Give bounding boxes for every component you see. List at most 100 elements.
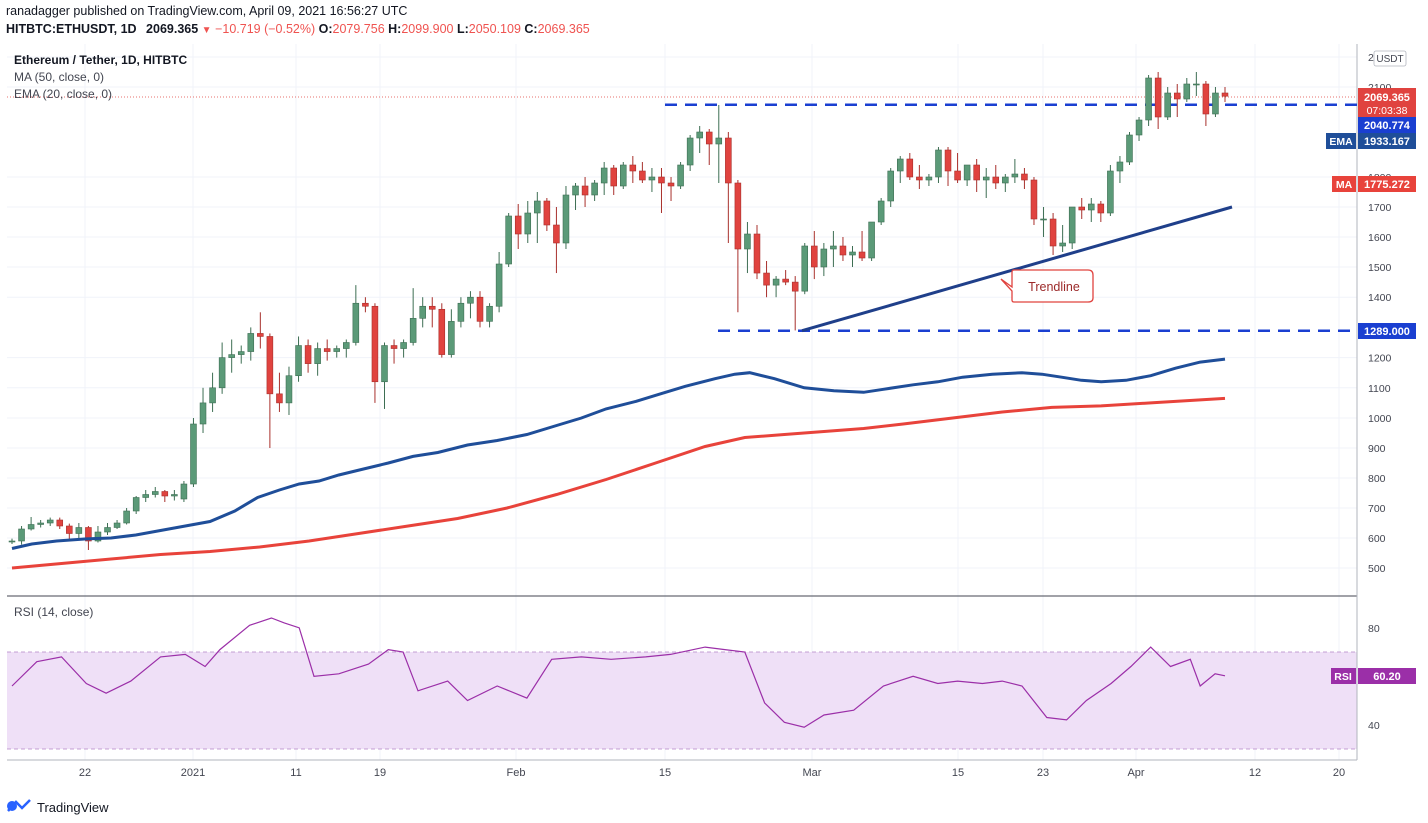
candle	[858, 231, 866, 261]
ema-20-line	[11, 357, 1226, 550]
candle-body	[495, 263, 503, 307]
footer-brand[interactable]: TradingView	[6, 800, 109, 815]
candle	[973, 159, 980, 192]
candle-body	[1193, 83, 1200, 86]
candlestick-series	[8, 72, 1229, 550]
candle	[486, 303, 493, 328]
candle-body	[152, 491, 159, 495]
candle-body	[801, 245, 809, 292]
candle-body	[849, 251, 856, 256]
candle-body	[46, 519, 54, 524]
candle-body	[973, 164, 980, 181]
candle-body	[66, 525, 73, 534]
candle-body	[209, 387, 216, 404]
candle-body	[906, 158, 914, 178]
candle	[104, 523, 111, 535]
candle	[18, 526, 25, 545]
candle-body	[830, 245, 837, 250]
candle	[514, 204, 522, 249]
candle-body	[667, 182, 675, 187]
trendline-label: Trendline	[1028, 280, 1080, 294]
candle	[658, 168, 665, 213]
candle	[982, 168, 990, 198]
candle-body	[333, 348, 341, 352]
open-value: 2079.756	[332, 22, 385, 36]
candle-body	[620, 164, 627, 187]
candle-body	[180, 483, 188, 500]
candle-body	[1030, 179, 1038, 220]
price-tick-label: 700	[1368, 503, 1386, 515]
candle	[237, 345, 245, 364]
candle-body	[553, 224, 560, 244]
candle	[963, 164, 971, 186]
candle-body	[409, 318, 417, 343]
candle	[438, 303, 446, 358]
candle	[620, 162, 627, 189]
candle-body	[772, 278, 780, 286]
candle	[285, 366, 293, 415]
candle-body	[190, 423, 197, 485]
candle	[610, 165, 617, 195]
candle	[944, 147, 952, 186]
candle	[763, 261, 770, 298]
candle	[190, 418, 197, 487]
last-price-value: 2069.365	[1364, 92, 1410, 104]
candle	[75, 523, 83, 538]
candle-body	[744, 233, 751, 250]
candle-body	[562, 194, 570, 244]
candle-body	[247, 333, 255, 352]
candle	[1221, 87, 1229, 102]
resistance-value: 2040.774	[1364, 120, 1411, 132]
candle-body	[1040, 218, 1047, 221]
candle-body	[94, 531, 102, 542]
candle	[725, 132, 732, 243]
ema-legend[interactable]: EMA (20, close, 0)	[14, 87, 113, 101]
candle	[409, 288, 417, 346]
candle	[696, 126, 703, 153]
candle-body	[304, 345, 312, 364]
rsi-value: 60.20	[1373, 671, 1401, 683]
candle-body	[237, 351, 245, 355]
candle-body	[142, 494, 149, 498]
ma-legend[interactable]: MA (50, close, 0)	[14, 70, 105, 84]
candle-body	[75, 527, 83, 534]
candle	[868, 221, 875, 261]
candle	[581, 177, 589, 207]
candle-body	[811, 245, 818, 268]
candle	[1030, 177, 1038, 225]
candle	[992, 165, 1000, 189]
candle	[686, 135, 694, 171]
candle	[381, 342, 388, 409]
candle-body	[514, 215, 522, 235]
candle	[476, 291, 484, 328]
candle-body	[228, 354, 235, 358]
candle	[705, 129, 713, 165]
rsi-tag-label: RSI	[1334, 671, 1352, 683]
chart-title[interactable]: Ethereum / Tether, 1D, HITBTC	[14, 53, 188, 67]
rsi-legend[interactable]: RSI (14, close)	[14, 605, 94, 619]
candle-body	[1164, 92, 1171, 118]
candle	[323, 339, 331, 361]
candle	[629, 156, 637, 183]
candle	[667, 177, 675, 201]
candle	[1097, 201, 1105, 222]
candle	[8, 538, 16, 544]
symbol-name[interactable]: HITBTC:ETHUSDT, 1D	[6, 22, 137, 36]
rsi-tick-label: 40	[1368, 720, 1380, 732]
candle	[257, 312, 264, 349]
candle	[1078, 198, 1085, 219]
tradingview-logo-icon	[7, 799, 31, 812]
currency-box[interactable]: USDT	[1373, 50, 1407, 67]
candle	[839, 237, 847, 261]
candle-body	[37, 522, 44, 525]
brand-name: TradingView	[37, 800, 109, 815]
candle	[180, 481, 188, 502]
candle-body	[457, 302, 465, 322]
time-tick-label: 15	[952, 767, 964, 779]
candle	[371, 303, 379, 403]
candle	[591, 180, 598, 201]
candle	[1107, 165, 1114, 216]
candle-body	[629, 164, 637, 172]
candle-body	[782, 278, 789, 283]
